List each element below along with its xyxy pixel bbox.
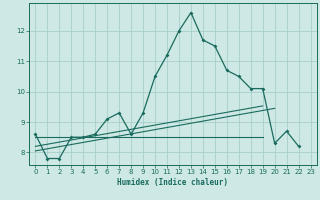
X-axis label: Humidex (Indice chaleur): Humidex (Indice chaleur) xyxy=(117,178,228,187)
